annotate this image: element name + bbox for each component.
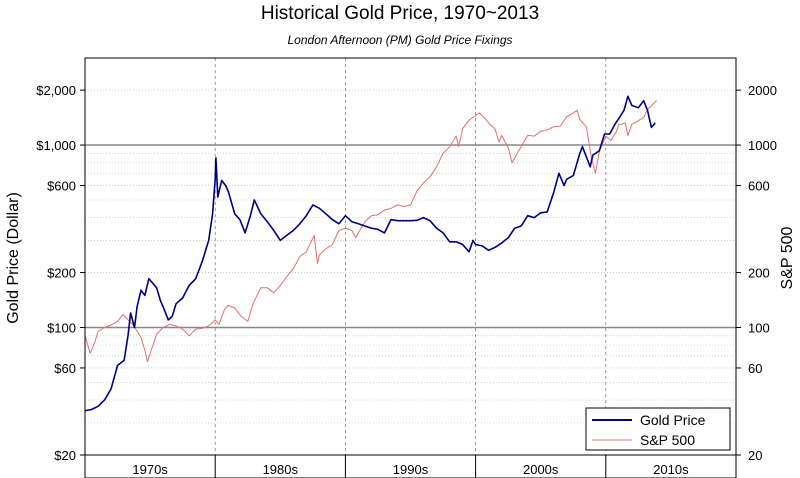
y-axis-label-right: S&P 500: [779, 226, 796, 289]
grid-lines: [85, 58, 736, 456]
x-category-label: 1970s: [132, 462, 168, 477]
plot-frame: [84, 57, 737, 456]
series-layer: [84, 95, 657, 412]
left-axis: $2,000 $1,000 $600 $200 $100 $60 $20: [36, 83, 85, 463]
left-tick-label: $100: [47, 320, 76, 335]
x-category-label: 1990s: [393, 462, 429, 477]
right-tick-label: 2000: [748, 83, 777, 98]
legend: Gold Price S&P 500: [585, 407, 731, 451]
right-axis: 2000 1000 600 200 100 60 20: [736, 83, 777, 463]
series-line-sp500: [84, 100, 657, 363]
left-tick-label: $20: [54, 448, 76, 463]
right-tick-label: 1000: [748, 138, 777, 153]
right-tick-label: 100: [748, 320, 770, 335]
x-category-label: 1980s: [263, 462, 299, 477]
right-tick-label: 60: [748, 361, 762, 376]
chart-subtitle: London Afternoon (PM) Gold Price Fixings: [288, 33, 513, 47]
right-tick-label: 200: [748, 266, 770, 281]
left-tick-label: $60: [54, 361, 76, 376]
x-category-label: 2010s: [653, 462, 689, 477]
x-category-label: 2000s: [523, 462, 559, 477]
x-category-band: [84, 454, 737, 478]
series-line-gold: [84, 95, 656, 412]
left-tick-label: $1,000: [36, 138, 76, 153]
left-tick-label: $2,000: [36, 83, 76, 98]
left-tick-label: $200: [47, 266, 76, 281]
chart-title: Historical Gold Price, 1970~2013: [261, 3, 539, 24]
y-axis-label-left: Gold Price (Dollar): [5, 192, 22, 324]
legend-label-gold: Gold Price: [640, 412, 706, 428]
x-axis: 1970s 1980s 1990s 2000s 2010s: [132, 455, 689, 478]
legend-label-sp500: S&P 500: [640, 432, 695, 448]
right-tick-label: 20: [748, 448, 762, 463]
left-tick-label: $600: [47, 179, 76, 194]
legend-box: [585, 407, 731, 451]
right-tick-label: 600: [748, 179, 770, 194]
